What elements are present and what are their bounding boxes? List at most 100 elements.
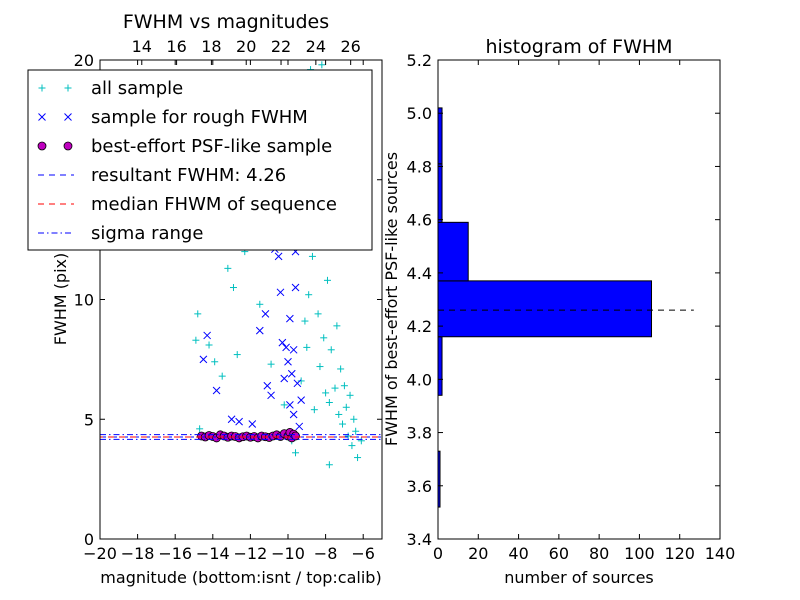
- legend-label: best-effort PSF-like sample: [91, 136, 332, 157]
- y-tick-label: 3.6: [407, 477, 432, 496]
- scatter-panel: −20 −18 −16 −14 −12 −10 −8 −6 14 16 18 20 22 24 26 0 5…: [27, 11, 383, 587]
- x-tick-label: −20: [83, 544, 117, 563]
- scatter-legend: all sample sample for rough FWHM best-effo…: [27, 69, 373, 251]
- point-0-1: [194, 310, 202, 318]
- y-tick-label: 3.4: [407, 530, 432, 549]
- point-1-19: [287, 369, 296, 378]
- scatter-y-axis-label: FWHM (pix): [51, 253, 70, 346]
- x-tick-label: 40: [508, 544, 528, 563]
- point-1-23: [293, 379, 302, 388]
- y-tick-label: 5.0: [407, 104, 432, 123]
- legend-marker: [64, 84, 72, 92]
- point-1-20: [289, 410, 298, 419]
- legend-marker: [38, 113, 46, 121]
- y-tick-label: 4.8: [407, 157, 432, 176]
- legend-entry: sigma range: [38, 223, 203, 244]
- legend-entry: best-effort PSF-like sample: [37, 136, 332, 157]
- point-1-6: [255, 326, 264, 335]
- legend-marker: [63, 141, 73, 151]
- point-0-26: [325, 398, 333, 406]
- point-0-37: [346, 391, 354, 399]
- scatter-title: FWHM vs magnitudes: [123, 11, 329, 33]
- point-0-35: [342, 403, 350, 411]
- point-0-15: [297, 377, 305, 385]
- point-0-23: [320, 334, 328, 342]
- top-x-tick-label: 22: [271, 37, 291, 56]
- point-0-34: [340, 382, 348, 390]
- point-0-42: [357, 437, 365, 445]
- point-1-13: [278, 338, 287, 347]
- point-1-4: [235, 417, 243, 426]
- legend-entry: resultant FWHM: 4.26: [38, 165, 286, 186]
- point-0-38: [348, 442, 356, 450]
- point-1-15: [282, 343, 290, 352]
- scatter-x-ticks: −20 −18 −16 −14 −12 −10 −8 −6: [83, 60, 375, 563]
- y-tick-label: 0: [84, 530, 94, 549]
- point-0-10: [256, 300, 264, 308]
- x-tick-label: 120: [664, 544, 695, 563]
- point-0-18: [308, 252, 316, 260]
- point-0-31: [335, 410, 343, 418]
- legend-entry: all sample: [38, 78, 183, 99]
- x-tick-label: −8: [314, 544, 338, 563]
- point-0-41: [354, 454, 362, 462]
- point-1-21: [289, 345, 298, 354]
- legend-label: sample for rough FWHM: [91, 107, 308, 128]
- histogram-bar: [437, 107, 443, 165]
- point-0-4: [211, 358, 219, 366]
- point-0-8: [233, 351, 241, 359]
- x-tick-label: −16: [158, 544, 192, 563]
- legend-marker: [64, 113, 72, 121]
- point-0-47: [318, 61, 326, 69]
- point-0-33: [339, 420, 347, 428]
- y-tick-label: 5: [84, 410, 94, 429]
- point-0-2: [196, 425, 204, 433]
- histogram-y-ticks: 3.4 3.6 3.8 4.0 4.2 4.4 4.6 4.8 5.0 5.2: [407, 51, 720, 549]
- point-1-3: [227, 415, 236, 424]
- point-1-2: [212, 386, 221, 395]
- x-tick-label: 80: [589, 544, 609, 563]
- x-tick-label: −12: [234, 544, 268, 563]
- histogram-axes-frame: [437, 59, 721, 540]
- point-1-0: [199, 355, 208, 364]
- x-tick-label: 0: [433, 544, 443, 563]
- top-x-tick-label: 14: [132, 37, 152, 56]
- histogram-bar: [437, 280, 653, 338]
- legend-label: sigma range: [91, 223, 203, 244]
- point-1-14: [280, 374, 289, 383]
- y-tick-label: 4.6: [407, 211, 432, 230]
- point-1-16: [284, 357, 292, 366]
- top-x-tick-label: 18: [201, 37, 221, 56]
- point-0-45: [303, 343, 311, 351]
- legend-label: all sample: [91, 78, 183, 99]
- point-0-14: [292, 449, 300, 457]
- point-0-24: [322, 389, 330, 397]
- point-0-12: [280, 401, 288, 409]
- legend-entry: sample for rough FWHM: [38, 107, 308, 128]
- y-tick-label: 4.4: [407, 264, 432, 283]
- point-0-0: [192, 336, 200, 344]
- point-1-12: [276, 288, 285, 297]
- legend-items: all sample sample for rough FWHM best-effo…: [37, 78, 337, 244]
- point-1-1: [203, 331, 212, 340]
- histogram-bar: [437, 336, 443, 396]
- point-0-3: [205, 341, 213, 349]
- histogram-bar: [437, 163, 443, 223]
- y-tick-label: 20: [74, 51, 94, 70]
- point-0-39: [350, 415, 358, 423]
- x-tick-label: 60: [549, 544, 569, 563]
- point-2-27: [291, 431, 300, 441]
- histogram-bar: [437, 221, 469, 282]
- legend-entry: median FHWM of sequence: [38, 194, 337, 215]
- x-tick-label: −10: [271, 544, 305, 563]
- point-0-32: [337, 365, 345, 373]
- y-tick-label: 4.0: [407, 370, 432, 389]
- point-1-22: [291, 283, 300, 292]
- legend-box: [27, 69, 373, 251]
- legend-marker: [37, 141, 47, 151]
- top-x-tick-label: 24: [306, 37, 326, 56]
- x-tick-label: −18: [121, 544, 155, 563]
- legend-marker: [38, 84, 46, 92]
- point-0-20: [314, 310, 322, 318]
